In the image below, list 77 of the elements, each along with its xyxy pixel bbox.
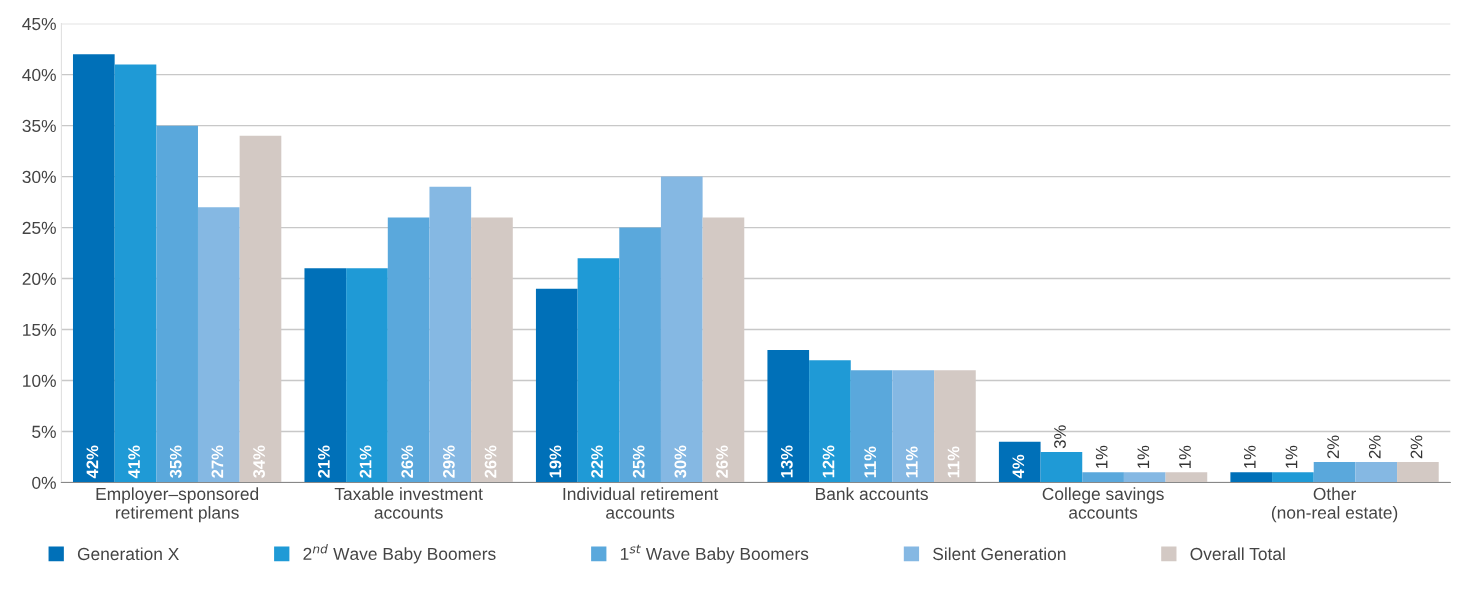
legend-label: Overall Total	[1190, 547, 1285, 561]
bar	[1397, 462, 1439, 483]
data-label: 26%	[401, 445, 414, 478]
x-tick-label: Bank accounts	[816, 487, 928, 501]
data-label: 11%	[905, 446, 918, 478]
data-label: 13%	[780, 445, 793, 478]
data-label: 19%	[549, 445, 562, 478]
data-label: 2%	[1410, 435, 1423, 459]
x-tick-label: Other (non-real estate)	[1271, 487, 1398, 523]
data-label: 21%	[359, 445, 372, 478]
data-label: 26%	[484, 445, 497, 478]
bar	[1355, 462, 1398, 483]
bar	[197, 207, 240, 483]
bar	[998, 441, 1041, 483]
y-tick-label: 30%	[22, 170, 56, 184]
data-label: 1%	[1095, 445, 1108, 468]
bar	[1272, 472, 1314, 483]
bar	[1123, 472, 1166, 483]
x-tick-label: Individual retirement accounts	[563, 487, 719, 519]
bar	[1230, 472, 1273, 483]
data-label: 1%	[1243, 445, 1256, 468]
data-label: 2%	[1327, 435, 1339, 459]
y-tick-label: 40%	[22, 68, 56, 82]
legend-label: 1$^{st}$ Wave Baby Boomers	[620, 544, 809, 564]
data-label: 35%	[169, 445, 182, 479]
y-tick-label: 0%	[32, 476, 56, 489]
data-label: 21%	[317, 445, 330, 478]
data-label: 29%	[442, 445, 455, 478]
bar	[114, 64, 157, 483]
bar	[346, 268, 388, 483]
data-label: 11%	[947, 446, 960, 478]
data-label: 30%	[674, 445, 687, 479]
x-tick-label: Taxable investment accounts	[334, 487, 483, 519]
bar	[429, 186, 472, 483]
bar	[660, 176, 703, 483]
data-label: 22%	[591, 445, 603, 478]
data-label: 12%	[822, 445, 835, 478]
x-tick-label: Employer–sponsored retirement plans	[96, 487, 259, 523]
data-label: 41%	[128, 445, 140, 479]
bar	[767, 349, 810, 483]
y-tick-label: 20%	[22, 272, 56, 286]
bar	[850, 370, 893, 483]
data-label: 34%	[253, 445, 265, 479]
bar	[1313, 462, 1356, 483]
legend-label: 2$^{nd}$ Wave Baby Boomers	[303, 543, 496, 564]
bar	[387, 217, 430, 483]
legend-label: Generation X	[77, 547, 179, 561]
data-label: 42%	[86, 445, 99, 479]
y-tick-label: 15%	[23, 323, 56, 337]
data-label: 27%	[211, 445, 224, 478]
bar	[535, 288, 578, 483]
bar	[1082, 472, 1124, 483]
bar	[577, 258, 620, 483]
x-tick-label: College savings accounts	[1042, 487, 1164, 519]
bar	[156, 125, 198, 483]
bar	[809, 360, 851, 483]
data-label: 1%	[1137, 445, 1150, 468]
bar	[72, 54, 115, 483]
y-tick-label: 45%	[22, 17, 56, 31]
y-tick-label: 5%	[32, 425, 56, 438]
data-label: 25%	[632, 445, 645, 478]
data-label: 2%	[1368, 435, 1381, 459]
y-tick-label: 25%	[22, 221, 56, 235]
data-label: 3%	[1054, 425, 1066, 449]
data-label: 26%	[716, 445, 728, 478]
bar	[1165, 472, 1208, 483]
legend-label: Silent Generation	[933, 547, 1066, 561]
data-label: 1%	[1285, 445, 1298, 468]
y-tick-label: 10%	[23, 374, 56, 387]
data-label: 11%	[864, 446, 877, 478]
y-tick-label: 35%	[22, 119, 56, 133]
bar	[892, 370, 935, 483]
data-label: 1%	[1179, 445, 1191, 468]
bar	[619, 227, 661, 483]
bar	[304, 268, 347, 483]
data-label: 4%	[1012, 454, 1025, 479]
bar	[1040, 451, 1083, 483]
